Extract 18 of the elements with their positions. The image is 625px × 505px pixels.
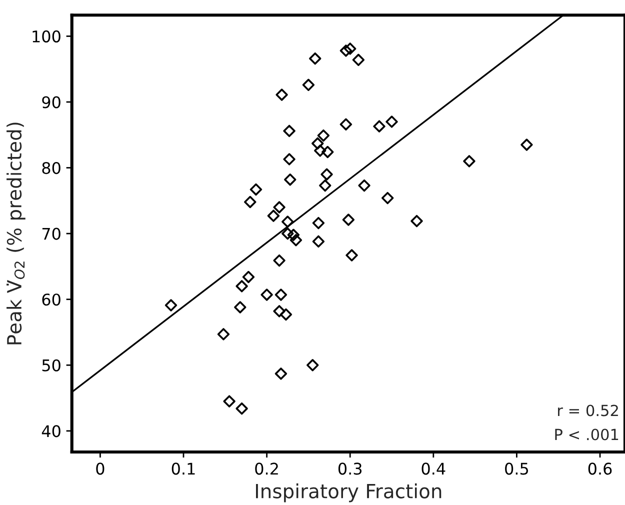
y-tick-label: 70 <box>42 228 60 240</box>
x-tick-label: 0.5 <box>505 462 528 475</box>
y-tick-label: 100 <box>32 30 60 42</box>
y-tick-label: 50 <box>42 359 60 372</box>
x-tick-label: 0.6 <box>588 462 612 475</box>
annotation: P < .001 <box>555 428 618 440</box>
x-axis-title: Inspiratory Fraction <box>256 483 442 502</box>
annotation: r = 0.52 <box>558 404 618 416</box>
x-tick-label: 0.1 <box>172 462 195 475</box>
y-tick-label: 40 <box>42 425 60 438</box>
y-tick-label: 80 <box>42 162 60 174</box>
y-axis-title: Peak V̇$_{O2}$ (% predicted) <box>6 122 26 344</box>
x-tick-label: 0 <box>96 462 104 475</box>
y-tick-label: 90 <box>42 96 60 108</box>
x-tick-label: 0.2 <box>255 462 278 475</box>
x-tick-label: 0.4 <box>422 462 446 475</box>
y-tick-label: 60 <box>42 294 60 306</box>
x-tick-label: 0.3 <box>338 462 362 475</box>
